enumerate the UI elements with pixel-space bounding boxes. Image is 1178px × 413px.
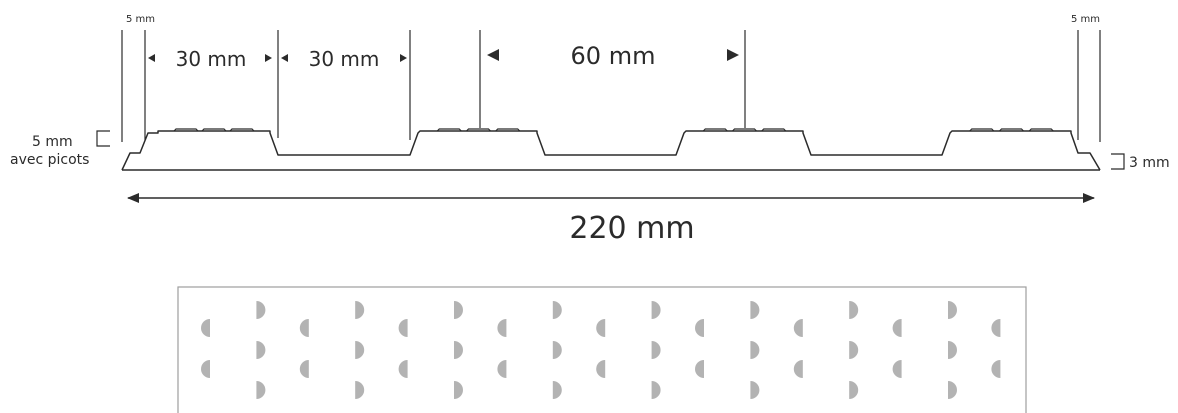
left-half-dot-icon: [793, 319, 803, 337]
label-gap-2: 30 mm: [309, 47, 380, 71]
right-half-dot-icon: [849, 381, 859, 399]
left-half-dot-icon: [793, 360, 803, 378]
right-half-dot-icon: [256, 381, 266, 399]
left-half-dot-icon: [596, 319, 606, 337]
right-half-dot-icon: [454, 341, 463, 359]
stud-bump: [732, 128, 757, 132]
right-half-dot-icon: [948, 301, 957, 319]
stud-bumps: [173, 128, 1054, 132]
half-dot-pattern: [201, 301, 1001, 399]
right-half-dot-icon: [948, 341, 957, 359]
label-margin-right: 5 mm: [1071, 14, 1100, 25]
arrow-gap3-left: [487, 49, 499, 61]
right-half-dot-icon: [651, 381, 661, 399]
label-base-thickness: 3 mm: [1129, 155, 1170, 171]
arrow-gap2-left: [281, 54, 288, 62]
label-height-studs: 5 mm: [32, 134, 73, 150]
right-half-dot-icon: [454, 381, 463, 399]
stud-bump: [999, 128, 1024, 132]
profile-top-outline: [121, 130, 1101, 171]
left-half-dot-icon: [398, 360, 408, 378]
label-margin-left: 5 mm: [126, 14, 155, 25]
top-view-panel: [177, 286, 1027, 413]
right-half-dot-icon: [256, 301, 266, 319]
left-half-dot-icon: [892, 319, 902, 337]
right-half-dot-icon: [651, 341, 661, 359]
right-half-dot-icon: [651, 301, 661, 319]
right-half-dot-icon: [454, 301, 463, 319]
cross-section-profile: [121, 130, 1101, 171]
left-half-dot-icon: [695, 319, 704, 337]
arrow-gap3-right: [727, 49, 739, 61]
stud-bump: [229, 128, 255, 132]
label-height-studs-caption: avec picots: [10, 152, 89, 168]
left-half-dot-icon: [497, 319, 507, 337]
right-half-dot-icon: [256, 341, 266, 359]
label-total-width: 220 mm: [569, 211, 694, 246]
arrow-gap2-right: [400, 54, 407, 62]
right-half-dot-icon: [355, 381, 365, 399]
left-half-dot-icon: [695, 360, 704, 378]
height-bracket-right: [1111, 153, 1125, 170]
right-half-dot-icon: [355, 301, 365, 319]
stud-bump: [761, 128, 787, 132]
stud-bump: [969, 128, 995, 132]
label-gap-1: 30 mm: [176, 47, 247, 71]
right-half-dot-icon: [552, 341, 562, 359]
right-half-dot-icon: [750, 301, 760, 319]
right-half-dot-icon: [948, 381, 957, 399]
right-half-dot-icon: [552, 301, 562, 319]
left-half-dot-icon: [201, 360, 210, 378]
left-half-dot-icon: [497, 360, 507, 378]
right-half-dot-icon: [849, 301, 859, 319]
dimension-arrows-top: [148, 49, 739, 62]
left-half-dot-icon: [398, 319, 408, 337]
height-bracket-left: [96, 130, 110, 147]
arrow-gap1-right: [265, 54, 272, 62]
right-half-dot-icon: [355, 341, 365, 359]
left-half-dot-icon: [299, 319, 309, 337]
left-half-dot-icon: [299, 360, 309, 378]
left-half-dot-icon: [892, 360, 902, 378]
right-half-dot-icon: [750, 381, 760, 399]
stud-bump: [495, 128, 521, 132]
stud-bump: [173, 128, 199, 132]
right-half-dot-icon: [552, 381, 562, 399]
left-half-dot-icon: [596, 360, 606, 378]
stud-bump: [466, 128, 491, 132]
right-half-dot-icon: [849, 341, 859, 359]
left-half-dot-icon: [991, 360, 1001, 378]
label-gap-3: 60 mm: [571, 42, 656, 70]
stud-bump: [702, 128, 728, 132]
right-half-dot-icon: [750, 341, 760, 359]
left-half-dot-icon: [991, 319, 1001, 337]
left-half-dot-icon: [201, 319, 210, 337]
extension-lines: [121, 30, 1101, 142]
stud-bump: [436, 128, 462, 132]
stud-bump: [201, 128, 227, 132]
arrow-gap1-left: [148, 54, 155, 62]
stud-bump: [1028, 128, 1054, 132]
